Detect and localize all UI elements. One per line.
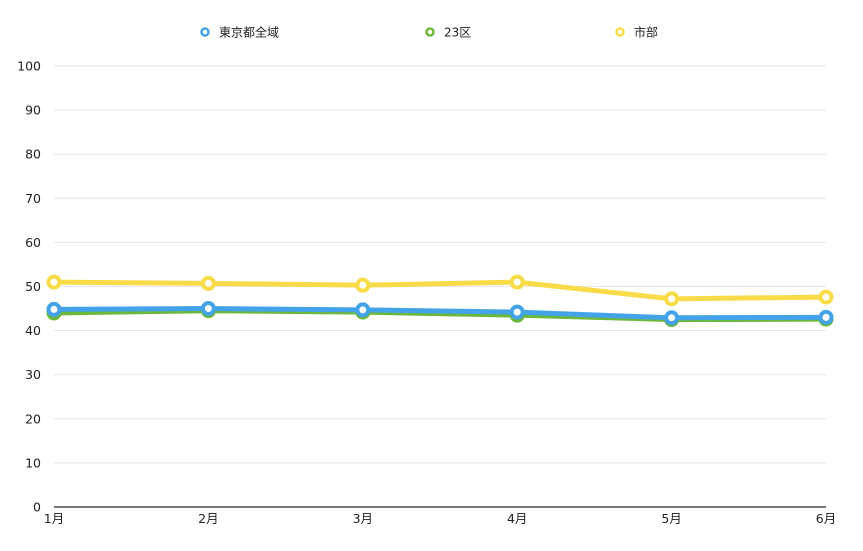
data-point[interactable] bbox=[664, 291, 680, 307]
y-tick-label: 30 bbox=[25, 367, 41, 382]
data-point[interactable] bbox=[664, 310, 680, 326]
legend-marker-icon bbox=[615, 27, 625, 37]
data-point[interactable] bbox=[46, 301, 62, 317]
data-point[interactable] bbox=[46, 274, 62, 290]
series-points bbox=[46, 274, 834, 328]
legend-label: 23区 bbox=[444, 26, 471, 40]
legend-label: 市部 bbox=[634, 25, 658, 40]
data-point[interactable] bbox=[509, 304, 525, 320]
legend-item[interactable]: 23区 bbox=[425, 26, 472, 40]
legend-item[interactable]: 市部 bbox=[615, 25, 659, 40]
y-axis: 0 10 20 30 40 50 60 70 80 90 100 bbox=[17, 59, 41, 515]
y-tick-label: 70 bbox=[25, 191, 41, 206]
y-tick-label: 60 bbox=[25, 235, 41, 250]
y-tick-label: 100 bbox=[17, 59, 41, 74]
gridlines bbox=[54, 65, 826, 464]
x-tick-label: 6月 bbox=[816, 511, 836, 526]
x-tick-label: 3月 bbox=[353, 511, 373, 526]
y-tick-label: 0 bbox=[33, 500, 41, 515]
legend-label: 東京都全域 bbox=[219, 25, 279, 40]
y-tick-label: 90 bbox=[25, 103, 41, 118]
data-point[interactable] bbox=[200, 301, 216, 317]
data-point[interactable] bbox=[818, 289, 834, 305]
y-tick-label: 40 bbox=[25, 323, 41, 338]
legend-marker-icon bbox=[425, 27, 435, 37]
y-tick-label: 80 bbox=[25, 147, 41, 162]
series-line-2 bbox=[51, 279, 829, 302]
y-tick-label: 50 bbox=[25, 279, 41, 294]
x-tick-label: 1月 bbox=[44, 511, 64, 526]
x-axis: 1月 2月 3月 4月 5月 6月 bbox=[44, 506, 836, 526]
y-tick-label: 10 bbox=[25, 455, 41, 470]
y-tick-label: 20 bbox=[25, 411, 41, 426]
legend-marker-icon bbox=[200, 27, 210, 37]
series-line-1 bbox=[51, 306, 829, 321]
data-point[interactable] bbox=[200, 275, 216, 291]
legend[interactable]: 東京都全域 23区 市部 bbox=[200, 25, 659, 40]
data-point[interactable] bbox=[355, 302, 371, 318]
data-point[interactable] bbox=[818, 309, 834, 325]
x-tick-label: 5月 bbox=[661, 511, 681, 526]
x-tick-label: 2月 bbox=[198, 511, 218, 526]
data-point[interactable] bbox=[509, 274, 525, 290]
data-point[interactable] bbox=[355, 277, 371, 293]
series-lines bbox=[51, 279, 829, 323]
x-tick-label: 4月 bbox=[507, 511, 527, 526]
legend-item[interactable]: 東京都全域 bbox=[200, 25, 280, 40]
